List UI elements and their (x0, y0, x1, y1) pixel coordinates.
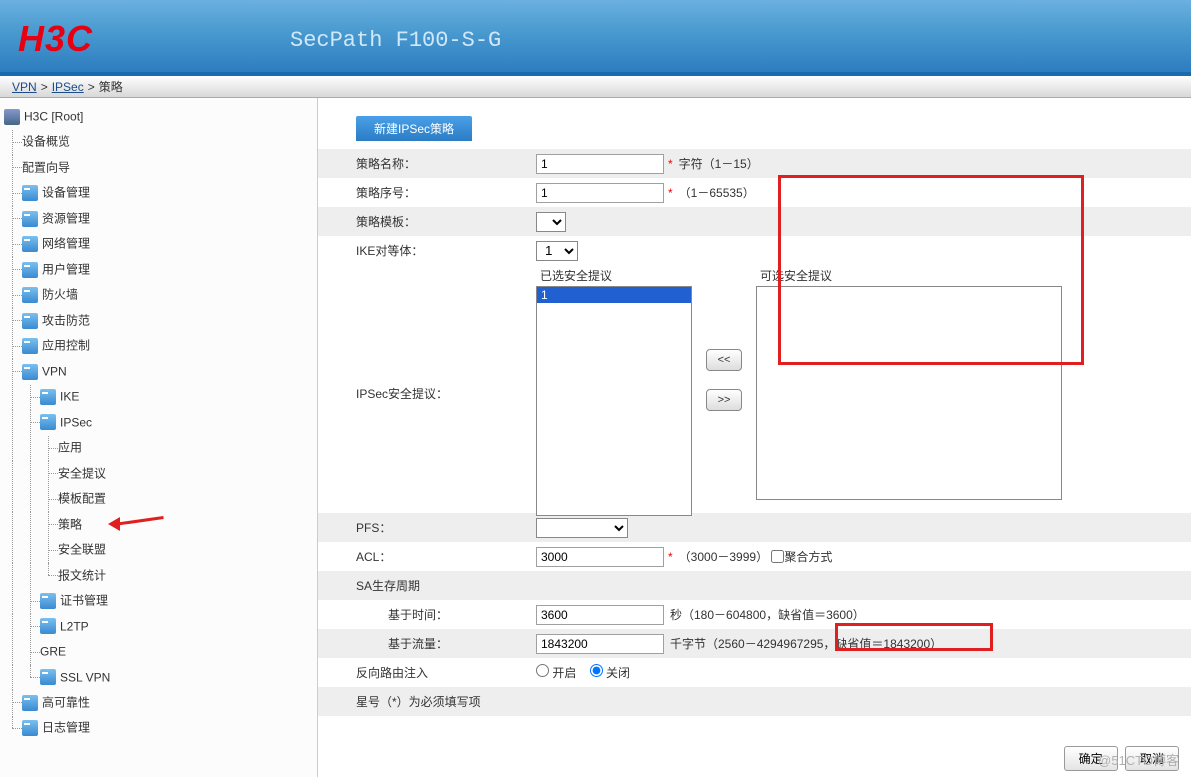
available-listbox[interactable] (756, 286, 1062, 500)
folder-icon (40, 618, 56, 634)
selected-listbox[interactable]: 1 (536, 286, 692, 516)
pfs-select[interactable] (536, 518, 628, 538)
tree-item[interactable]: 资源管理 (42, 211, 90, 225)
sa-title: SA生存周期 (356, 577, 536, 594)
folder-icon (22, 185, 38, 201)
breadcrumb: VPN>IPSec>策略 (0, 76, 1191, 98)
sa-time-hint: 秒（180－604800，缺省值＝3600） (670, 606, 865, 623)
acl-hint: （3000－3999） (679, 548, 768, 565)
tree-item[interactable]: 设备管理 (42, 186, 90, 200)
breadcrumb-vpn[interactable]: VPN (12, 80, 37, 94)
device-icon (4, 109, 20, 125)
tree-ike[interactable]: IKE (60, 390, 79, 404)
folder-icon (22, 236, 38, 252)
seq-hint: （1－65535） (679, 184, 755, 201)
required-star: * (668, 186, 673, 200)
acl-label: ACL： (356, 548, 536, 565)
main-panel: 新建IPSec策略 策略名称： * 字符（1－15） 策略序号： * （1－65… (318, 98, 1191, 777)
tree-ipsec-child[interactable]: 模板配置 (58, 491, 106, 505)
tree-item[interactable]: 应用控制 (42, 339, 90, 353)
folder-icon (22, 313, 38, 329)
pfs-label: PFS： (356, 519, 536, 536)
tree-vpn[interactable]: VPN (42, 364, 67, 378)
annotation-arrow-icon (114, 512, 174, 537)
folder-icon (22, 262, 38, 278)
breadcrumb-current: 策略 (99, 80, 123, 94)
available-title: 可选安全提议 (756, 265, 1062, 286)
template-select[interactable] (536, 212, 566, 232)
tree-item[interactable]: 设备概览 (22, 135, 70, 149)
tree-item[interactable]: 日志管理 (42, 721, 90, 735)
tree-item[interactable]: 高可靠性 (42, 695, 90, 709)
watermark: @51CTO博客 (1098, 750, 1179, 769)
required-note: 星号（*）为必须填写项 (356, 693, 481, 710)
aggregate-checkbox[interactable] (771, 550, 784, 563)
tree-gre[interactable]: GRE (40, 644, 66, 658)
breadcrumb-ipsec[interactable]: IPSec (52, 80, 84, 94)
folder-icon (40, 414, 56, 430)
sa-flow-hint: 千字节（2560－4294967295，缺省值＝1843200） (670, 635, 942, 652)
tree-item[interactable]: 网络管理 (42, 237, 90, 251)
template-label: 策略模板： (356, 213, 536, 230)
sa-time-input[interactable] (536, 605, 664, 625)
tree-item[interactable]: 用户管理 (42, 262, 90, 276)
nav-tree: H3C [Root] 设备概览 配置向导 设备管理 资源管理 网络管理 用户管理… (0, 98, 318, 777)
required-star: * (668, 157, 673, 171)
sa-time-label: 基于时间： (388, 606, 536, 623)
logo: H3C (18, 18, 93, 60)
tree-item[interactable]: 配置向导 (22, 160, 70, 174)
tree-sslvpn[interactable]: SSL VPN (60, 670, 110, 684)
move-right-button[interactable]: >> (706, 389, 742, 411)
ike-peer-label: IKE对等体： (356, 242, 536, 259)
list-item[interactable]: 1 (537, 287, 691, 303)
folder-icon (40, 669, 56, 685)
folder-icon (22, 211, 38, 227)
policy-name-label: 策略名称： (356, 155, 536, 172)
tree-ipsec-child[interactable]: 安全联盟 (58, 542, 106, 556)
folder-icon (22, 364, 38, 380)
seq-input[interactable] (536, 183, 664, 203)
folder-icon (22, 695, 38, 711)
tree-ipsec-child[interactable]: 应用 (58, 440, 82, 454)
acl-input[interactable] (536, 547, 664, 567)
tab-new-policy[interactable]: 新建IPSec策略 (356, 116, 472, 141)
tree-ipsec-child[interactable]: 安全提议 (58, 466, 106, 480)
tree-ipsec-policy[interactable]: 策略 (58, 517, 82, 531)
policy-name-input[interactable] (536, 154, 664, 174)
folder-icon (40, 593, 56, 609)
reverse-off-radio[interactable] (590, 664, 603, 677)
folder-icon (22, 338, 38, 354)
ipsec-proposal-label: IPSec安全提议： (356, 265, 536, 402)
tree-ipsec[interactable]: IPSec (60, 415, 92, 429)
product-name: SecPath F100-S-G (290, 28, 501, 53)
folder-icon (22, 720, 38, 736)
selected-title: 已选安全提议 (536, 265, 692, 286)
required-star: * (668, 550, 673, 564)
reverse-label: 反向路由注入 (356, 664, 536, 681)
tree-l2tp[interactable]: L2TP (60, 619, 89, 633)
tree-cert[interactable]: 证书管理 (60, 593, 108, 607)
folder-icon (22, 287, 38, 303)
move-left-button[interactable]: << (706, 349, 742, 371)
tree-item[interactable]: 防火墙 (42, 288, 78, 302)
tree-root[interactable]: H3C [Root] (24, 109, 83, 123)
tree-item[interactable]: 攻击防范 (42, 313, 90, 327)
sa-flow-label: 基于流量： (388, 635, 536, 652)
sa-flow-input[interactable] (536, 634, 664, 654)
policy-name-hint: 字符（1－15） (679, 155, 759, 172)
tree-ipsec-child[interactable]: 报文统计 (58, 568, 106, 582)
aggregate-label: 聚合方式 (784, 548, 832, 565)
seq-label: 策略序号： (356, 184, 536, 201)
header: H3C SecPath F100-S-G (0, 0, 1191, 76)
ike-peer-select[interactable]: 1 (536, 241, 578, 261)
folder-icon (40, 389, 56, 405)
reverse-on-radio[interactable] (536, 664, 549, 677)
